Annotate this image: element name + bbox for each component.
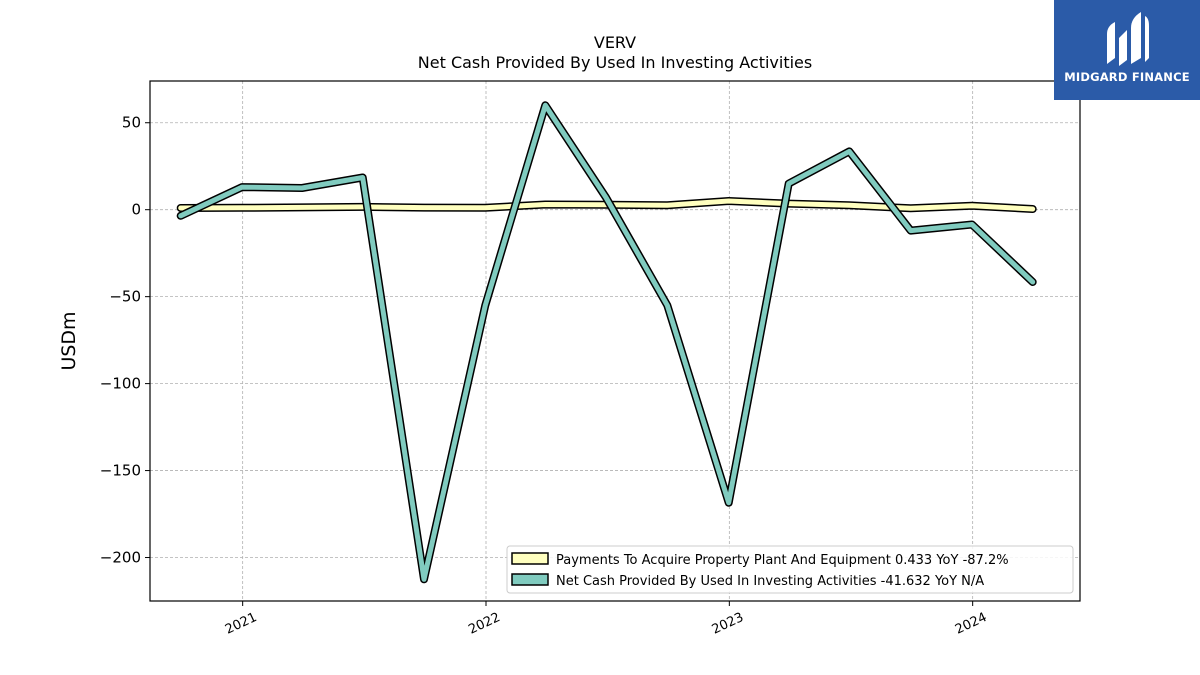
y-tick-label: −200 xyxy=(100,549,141,567)
legend: Payments To Acquire Property Plant And E… xyxy=(506,545,1074,594)
x-tick-label: 2021 xyxy=(223,610,259,638)
x-tick-label: 2023 xyxy=(710,610,746,638)
y-axis: 50 0 −50 −100 −150 −200 xyxy=(100,114,150,567)
x-tick-label: 2024 xyxy=(953,610,989,638)
y-tick-label: −100 xyxy=(100,375,141,393)
legend-box xyxy=(506,545,1074,594)
legend-label-payments: Payments To Acquire Property Plant And E… xyxy=(556,553,1009,568)
y-tick-label: −50 xyxy=(109,288,141,306)
chart-subtitle: Net Cash Provided By Used In Investing A… xyxy=(418,53,812,72)
y-tick-label: 0 xyxy=(131,201,141,219)
legend-swatch-payments xyxy=(511,552,549,565)
series-layer xyxy=(176,101,1037,584)
plot-area-frame xyxy=(149,80,1081,602)
brand-logo: MIDGARD FINANCE xyxy=(1054,0,1200,100)
y-tick-label: −150 xyxy=(100,462,141,480)
series-line-outline xyxy=(176,101,1037,584)
legend-swatch-net-cash xyxy=(511,573,549,586)
y-tick-label: 50 xyxy=(122,114,141,132)
series-line xyxy=(178,102,1036,582)
legend-label-net-cash: Net Cash Provided By Used In Investing A… xyxy=(556,574,984,589)
grid xyxy=(150,81,1080,601)
chart-title: VERV xyxy=(594,33,636,52)
x-tick-label: 2022 xyxy=(466,610,502,638)
x-axis: 2021 2022 2023 2024 xyxy=(223,601,989,638)
y-axis-label: USDm xyxy=(58,311,80,370)
brand-name: MIDGARD FINANCE xyxy=(1064,70,1190,84)
midgard-finance-logo-icon xyxy=(1107,12,1149,66)
